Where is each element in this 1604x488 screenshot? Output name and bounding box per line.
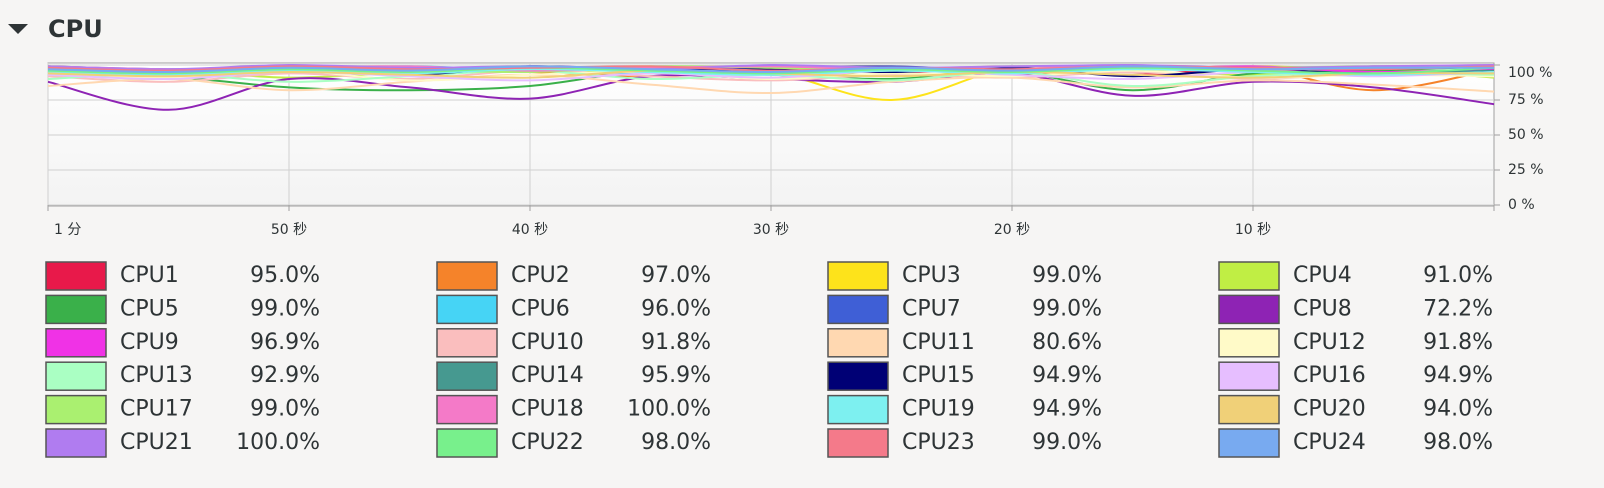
legend-name: CPU1	[120, 263, 179, 288]
y-tick-label: 100 %	[1508, 65, 1552, 81]
legend-usage: 91.8%	[641, 330, 711, 355]
cpu-line	[47, 68, 1495, 76]
legend-usage: 98.0%	[1423, 430, 1493, 455]
y-tick-label: 0 %	[1508, 197, 1535, 213]
legend-name: CPU18	[511, 397, 584, 422]
legend-usage: 80.6%	[1032, 330, 1102, 355]
legend-usage: 96.9%	[250, 330, 320, 355]
legend-usage: 98.0%	[641, 430, 711, 455]
axes: 100 % 75 % 50 % 25 % 0 % 1 分 50 秒 40 秒 30 秒 20 秒 1…	[47, 64, 1552, 238]
legend-usage: 95.9%	[641, 363, 711, 388]
legend-usage: 99.0%	[1032, 430, 1102, 455]
legend-swatch[interactable]	[1218, 294, 1280, 325]
legend-usage: 100.0%	[627, 397, 711, 422]
x-tick-label: 1 分	[54, 222, 81, 238]
legend-swatch[interactable]	[436, 328, 498, 358]
legend-swatch[interactable]	[827, 428, 889, 458]
cpu-line	[47, 65, 1495, 74]
legend-name: CPU4	[1293, 263, 1352, 288]
legend-name: CPU13	[120, 363, 193, 388]
legend-swatch[interactable]	[45, 294, 107, 325]
legend-swatch[interactable]	[45, 328, 107, 358]
legend-swatch[interactable]	[1218, 394, 1280, 425]
legend-usage: 96.0%	[641, 296, 711, 321]
legend-name: CPU5	[120, 296, 179, 321]
legend-name: CPU2	[511, 263, 570, 288]
y-tick-label: 25 %	[1508, 162, 1544, 178]
x-tick-label: 50 秒	[271, 222, 307, 238]
legend-name: CPU24	[1293, 430, 1366, 455]
cpu-line	[47, 66, 1495, 75]
legend-swatch[interactable]	[1218, 328, 1280, 358]
legend-name: CPU15	[902, 363, 975, 388]
cpu-line	[47, 65, 1495, 72]
x-tick-label: 40 秒	[512, 222, 548, 238]
legend-name: CPU9	[120, 330, 179, 355]
legend: CPU1 95.0% CPU2 97.0% CPU3 99.0% CPU4 91.0% CPU5…	[45, 261, 1493, 458]
legend-usage: 99.0%	[250, 397, 320, 422]
legend-usage: 95.0%	[250, 263, 320, 288]
legend-name: CPU22	[511, 430, 584, 455]
legend-name: CPU20	[1293, 397, 1366, 422]
legend-name: CPU8	[1293, 296, 1352, 321]
legend-swatch[interactable]	[827, 294, 889, 325]
y-tick-label: 50 %	[1508, 127, 1544, 143]
legend-swatch[interactable]	[436, 261, 498, 291]
legend-swatch[interactable]	[45, 428, 107, 458]
legend-name: CPU6	[511, 296, 570, 321]
legend-name: CPU19	[902, 397, 975, 422]
x-tick-label: 10 秒	[1235, 222, 1271, 238]
legend-name: CPU12	[1293, 330, 1366, 355]
legend-swatch[interactable]	[827, 361, 889, 391]
legend-usage: 94.0%	[1423, 397, 1493, 422]
x-tick-label: 30 秒	[753, 222, 789, 238]
legend-swatch[interactable]	[1218, 361, 1280, 391]
legend-usage: 99.0%	[1032, 296, 1102, 321]
legend-usage: 99.0%	[1032, 263, 1102, 288]
legend-swatch[interactable]	[436, 428, 498, 458]
legend-name: CPU17	[120, 397, 193, 422]
legend-swatch[interactable]	[436, 294, 498, 325]
legend-usage: 99.0%	[250, 296, 320, 321]
y-tick-label: 75 %	[1508, 92, 1544, 108]
legend-swatch[interactable]	[1218, 261, 1280, 291]
legend-usage: 94.9%	[1032, 397, 1102, 422]
legend-name: CPU21	[120, 430, 193, 455]
legend-usage: 94.9%	[1423, 363, 1493, 388]
expander-arrow[interactable]	[8, 24, 28, 34]
legend-name: CPU3	[902, 263, 961, 288]
legend-swatch[interactable]	[45, 261, 107, 291]
cpu-line	[47, 69, 1495, 83]
legend-name: CPU7	[902, 296, 961, 321]
legend-name: CPU16	[1293, 363, 1366, 388]
x-tick-label: 20 秒	[994, 222, 1030, 238]
cpu-line	[47, 73, 1495, 95]
legend-usage: 94.9%	[1032, 363, 1102, 388]
section-title: CPU	[48, 15, 103, 43]
legend-name: CPU11	[902, 330, 975, 355]
lines	[47, 63, 1495, 111]
legend-swatch[interactable]	[45, 361, 107, 391]
legend-usage: 91.0%	[1423, 263, 1493, 288]
legend-name: CPU14	[511, 363, 584, 388]
legend-swatch[interactable]	[827, 328, 889, 358]
legend-swatch[interactable]	[1218, 428, 1280, 458]
legend-swatch[interactable]	[827, 261, 889, 291]
legend-name: CPU23	[902, 430, 975, 455]
legend-swatch[interactable]	[827, 394, 889, 425]
legend-usage: 100.0%	[236, 430, 320, 455]
legend-name: CPU10	[511, 330, 584, 355]
legend-swatch[interactable]	[45, 394, 107, 425]
legend-usage: 91.8%	[1423, 330, 1493, 355]
legend-usage: 97.0%	[641, 263, 711, 288]
legend-usage: 92.9%	[250, 363, 320, 388]
legend-swatch[interactable]	[436, 394, 498, 425]
legend-usage: 72.2%	[1423, 296, 1493, 321]
legend-swatch[interactable]	[436, 361, 498, 391]
